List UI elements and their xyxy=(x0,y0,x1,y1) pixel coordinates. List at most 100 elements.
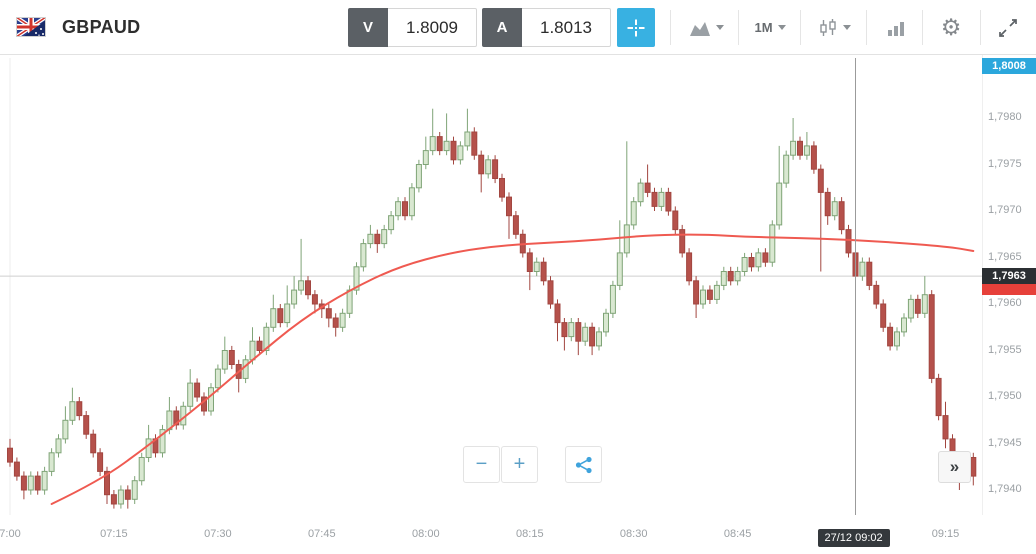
candle xyxy=(228,350,235,365)
candle xyxy=(173,410,180,426)
settings-button[interactable]: ⚙ xyxy=(928,8,974,47)
crosshair-time-badge: 27/12 09:02 xyxy=(817,529,890,547)
candle xyxy=(901,317,907,333)
candle xyxy=(776,182,783,226)
candle xyxy=(727,271,734,282)
candle xyxy=(679,229,686,254)
candle xyxy=(769,224,776,263)
candle xyxy=(131,480,138,500)
candle xyxy=(880,303,887,328)
alert-price-badge xyxy=(982,282,1036,296)
sell-quote-button[interactable]: V 1.8009 xyxy=(348,8,477,47)
candle xyxy=(325,308,332,319)
candle xyxy=(561,322,568,338)
toolbar-separator xyxy=(922,10,923,45)
candle xyxy=(145,438,152,458)
candle xyxy=(706,289,713,300)
candle xyxy=(970,457,977,477)
buy-quote-button[interactable]: A 1.8013 xyxy=(482,8,611,47)
indicators-icon xyxy=(888,21,904,36)
candle xyxy=(762,252,769,263)
candle xyxy=(298,280,305,291)
candle xyxy=(866,261,873,286)
fullscreen-button[interactable] xyxy=(986,8,1030,47)
candle xyxy=(305,280,311,296)
candle xyxy=(506,196,512,217)
price-chart[interactable] xyxy=(0,55,1036,554)
toolbar-separator xyxy=(980,10,981,45)
share-button[interactable] xyxy=(565,446,602,483)
candle xyxy=(533,261,540,272)
candle xyxy=(221,350,228,370)
candle xyxy=(20,475,27,491)
candle xyxy=(935,377,942,417)
candle xyxy=(568,322,575,338)
candle xyxy=(797,140,803,156)
candle xyxy=(291,289,298,305)
gbpaud-flag-icon xyxy=(14,15,48,39)
candle xyxy=(845,229,852,254)
timeframe-button[interactable]: 1M xyxy=(744,8,796,47)
candle xyxy=(450,140,457,161)
price-tick-label: 1,7940 xyxy=(988,483,1022,495)
candle xyxy=(582,326,589,342)
gear-icon: ⚙ xyxy=(940,14,962,41)
candle xyxy=(693,280,700,305)
chart-type-button[interactable] xyxy=(680,8,732,47)
candle xyxy=(408,187,415,217)
crosshair-tool-button[interactable] xyxy=(617,8,655,47)
candle xyxy=(13,461,20,477)
candle xyxy=(838,201,845,231)
candle xyxy=(596,331,602,347)
candle xyxy=(457,145,464,161)
candle xyxy=(83,415,90,435)
price-tick-label: 1,7945 xyxy=(988,436,1022,449)
candle xyxy=(914,298,921,314)
candle xyxy=(395,201,402,217)
candle xyxy=(360,243,367,268)
candle xyxy=(124,489,131,500)
candle xyxy=(644,182,651,193)
price-tick-label: 1,7955 xyxy=(988,343,1022,356)
zoom-in-button[interactable]: + xyxy=(501,446,538,483)
candle xyxy=(69,401,76,421)
candle xyxy=(138,457,145,482)
candle xyxy=(270,308,277,328)
candle xyxy=(471,131,478,156)
candle xyxy=(831,201,838,217)
moving-average-line xyxy=(50,233,975,505)
candle xyxy=(783,154,790,184)
candle xyxy=(575,322,582,342)
candle xyxy=(27,475,34,491)
sell-price: 1.8009 xyxy=(388,8,477,47)
candle xyxy=(651,191,658,207)
share-icon xyxy=(575,456,592,473)
zoom-out-button[interactable]: − xyxy=(463,446,500,483)
indicators-button[interactable] xyxy=(874,8,918,47)
candle xyxy=(353,266,360,291)
candle xyxy=(388,215,395,231)
price-tick-label: 1,7950 xyxy=(988,390,1022,402)
candle xyxy=(526,252,533,272)
candle xyxy=(249,340,256,361)
chart-zoom-controls: − + xyxy=(463,446,602,483)
candle xyxy=(547,280,554,305)
candle-style-button[interactable] xyxy=(806,8,862,47)
candle xyxy=(76,401,83,417)
price-tick-label: 1,7975 xyxy=(988,157,1022,170)
candle xyxy=(665,191,672,212)
candle xyxy=(478,154,485,175)
candle xyxy=(415,164,422,189)
scroll-to-latest-button[interactable]: » xyxy=(938,451,971,483)
candle xyxy=(194,382,201,398)
candle xyxy=(616,252,623,286)
candle xyxy=(630,201,637,226)
candle xyxy=(928,294,935,379)
crosshair-price-badge: 1,7963 xyxy=(982,268,1036,285)
chevron-down-icon xyxy=(715,25,724,30)
candle xyxy=(485,159,492,175)
price-tick-label: 1,7970 xyxy=(988,204,1022,216)
candle xyxy=(921,294,928,314)
candle xyxy=(464,131,471,147)
candle xyxy=(104,470,110,496)
